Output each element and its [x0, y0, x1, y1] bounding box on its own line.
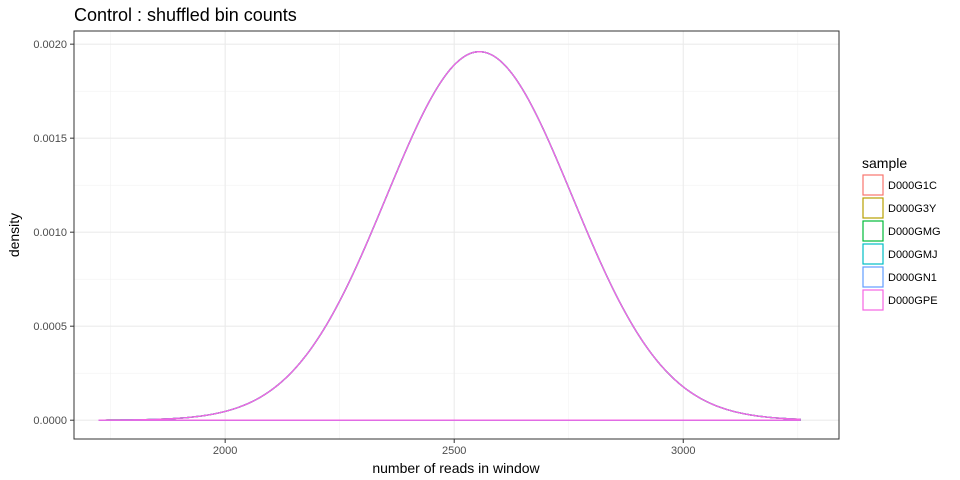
y-tick-label: 0.0005 — [33, 321, 67, 333]
legend-item-d000g1c: D000G1C — [862, 174, 937, 196]
legend-item-d000gmj: D000GMJ — [862, 243, 938, 265]
legend-item-d000gn1: D000GN1 — [862, 266, 937, 288]
legend-key — [862, 289, 884, 311]
density-curve-d000gmj — [98, 51, 801, 421]
legend-label: D000GPE — [888, 295, 938, 307]
density-curve-d000gn1 — [98, 51, 801, 421]
density-curve-d000g3y — [98, 51, 801, 421]
density-curve-d000g1c — [98, 51, 801, 421]
legend-key — [862, 220, 884, 242]
plot-panel-border — [73, 30, 840, 440]
legend-label: D000G3Y — [888, 203, 937, 215]
legend-key — [862, 174, 884, 196]
legend: sample D000G1C D000G3Y D000GMG D000GMJ D000G… — [862, 155, 941, 311]
legend-key — [862, 243, 884, 265]
legend-item-d000gmg: D000GMG — [862, 220, 941, 242]
y-axis-title: density — [6, 213, 22, 257]
x-axis-title: number of reads in window — [372, 460, 540, 476]
density-curve-d000gpe — [98, 51, 801, 421]
legend-item-d000gpe: D000GPE — [862, 289, 938, 311]
x-tick-label: 2000 — [213, 445, 237, 457]
legend-item-d000g3y: D000G3Y — [862, 197, 937, 219]
y-tick-label: 0.0020 — [33, 39, 67, 51]
legend-key — [862, 266, 884, 288]
x-axis: 2000 2500 3000 — [213, 439, 695, 457]
y-tick-label: 0.0010 — [33, 227, 67, 239]
legend-title: sample — [862, 155, 907, 171]
y-axis: 0.0000 0.0005 0.0010 0.0015 0.0020 — [33, 39, 74, 427]
y-tick-label: 0.0015 — [33, 133, 67, 145]
density-curve-d000gmg — [98, 51, 801, 421]
legend-label: D000GMJ — [888, 249, 938, 261]
gridlines — [74, 31, 839, 439]
legend-label: D000G1C — [888, 180, 937, 192]
density-curves — [98, 51, 801, 421]
legend-label: D000GMG — [888, 226, 941, 238]
legend-label: D000GN1 — [888, 272, 937, 284]
y-tick-label: 0.0000 — [33, 415, 67, 427]
x-tick-label: 3000 — [671, 445, 695, 457]
chart-title: Control : shuffled bin counts — [74, 5, 297, 25]
x-tick-label: 2500 — [442, 445, 466, 457]
legend-key — [862, 197, 884, 219]
